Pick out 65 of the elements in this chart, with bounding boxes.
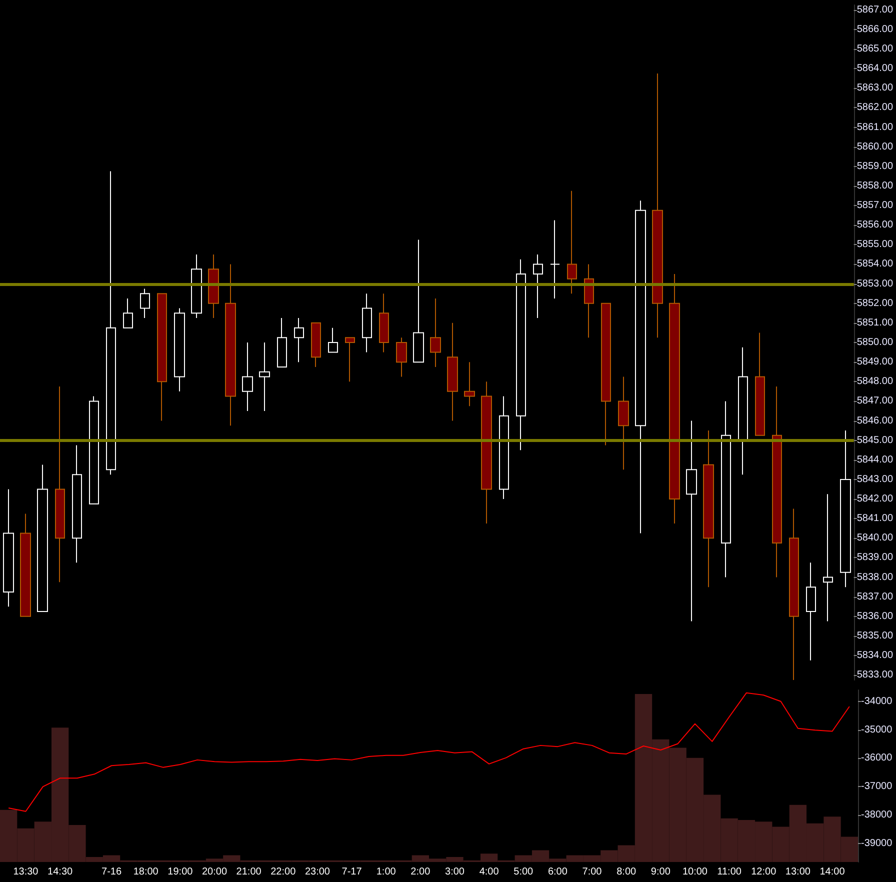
y-tick-label: 5838.00 [856,572,894,583]
y-tick-label: 5839.00 [856,552,894,564]
x-tick-label: 3:00 [445,866,465,878]
x-tick-label: 7-16 [102,866,122,878]
y-tick-label: 5854.00 [856,258,894,270]
x-tick-label: 8:00 [616,866,637,878]
y-tick-label: -38000 [861,810,893,821]
y-tick-label: 5837.00 [856,591,894,602]
x-tick-label: 18:00 [133,866,159,878]
y-tick-label: 5861.00 [856,122,894,133]
y-tick-label: 5866.00 [856,24,894,35]
y-tick-label: 5835.00 [856,630,894,642]
y-tick-label: 5840.00 [856,532,894,544]
y-tick-label: 5862.00 [856,102,894,114]
x-tick-label: 13:00 [785,866,811,878]
x-tick-label: 2:00 [410,866,431,878]
x-tick-label: 13:30 [13,866,39,878]
y-tick-label: 5843.00 [856,474,894,485]
x-tick-label: 10:00 [682,866,708,878]
y-tick-label: 5855.00 [856,239,894,250]
y-tick-label: -39000 [861,838,893,850]
x-tick-label: 14:00 [820,866,846,878]
y-tick-label: 5859.00 [856,160,894,172]
x-tick-label: 7:00 [582,866,602,878]
x-tick-label: 5:00 [514,866,534,878]
y-tick-label: -37000 [861,781,893,792]
y-tick-label: 5856.00 [856,220,894,231]
y-tick-label: 5848.00 [856,376,894,388]
y-tick-label: 5841.00 [856,513,894,524]
y-tick-label: 5845.00 [856,434,894,446]
y-tick-label: 5849.00 [856,356,894,368]
x-tick-label: 23:00 [304,866,330,878]
x-tick-label: 19:00 [168,866,194,878]
x-tick-label: 14:30 [48,866,74,878]
y-tick-label: 5865.00 [856,44,894,55]
x-tick-label: 11:00 [717,866,742,878]
x-tick-label: 6:00 [548,866,568,878]
y-tick-label: 5858.00 [856,180,894,192]
y-tick-label: 5834.00 [856,650,894,662]
y-tick-label: 5842.00 [856,494,894,505]
y-tick-label: 5863.00 [856,82,894,94]
y-tick-label: 5833.00 [856,670,894,681]
x-tick-label: 9:00 [650,866,671,878]
x-tick-label: 22:00 [270,866,296,878]
y-tick-label: 5853.00 [856,278,894,290]
y-tick-label: 5867.00 [856,4,894,16]
x-tick-label: 20:00 [202,866,228,878]
x-tick-label: 4:00 [479,866,500,878]
x-tick-label: 7-17 [342,866,362,878]
y-tick-label: 5844.00 [856,454,894,466]
y-tick-label: 5846.00 [856,415,894,426]
x-tick-label: 12:00 [751,866,777,878]
y-tick-label: -36000 [861,752,893,764]
y-tick-label: 5850.00 [856,337,894,348]
y-tick-label: 5857.00 [856,200,894,212]
y-tick-label: 5847.00 [856,396,894,407]
y-tick-label: 5851.00 [856,317,894,328]
y-tick-label: 5864.00 [856,63,894,74]
y-tick-label: 5860.00 [856,141,894,152]
y-tick-label: -35000 [861,724,893,736]
x-tick-label: 21:00 [236,866,262,878]
y-tick-label: 5852.00 [856,298,894,309]
y-tick-label: 5836.00 [856,610,894,622]
x-tick-label: 1:00 [376,866,396,878]
y-tick-label: -34000 [861,696,893,707]
